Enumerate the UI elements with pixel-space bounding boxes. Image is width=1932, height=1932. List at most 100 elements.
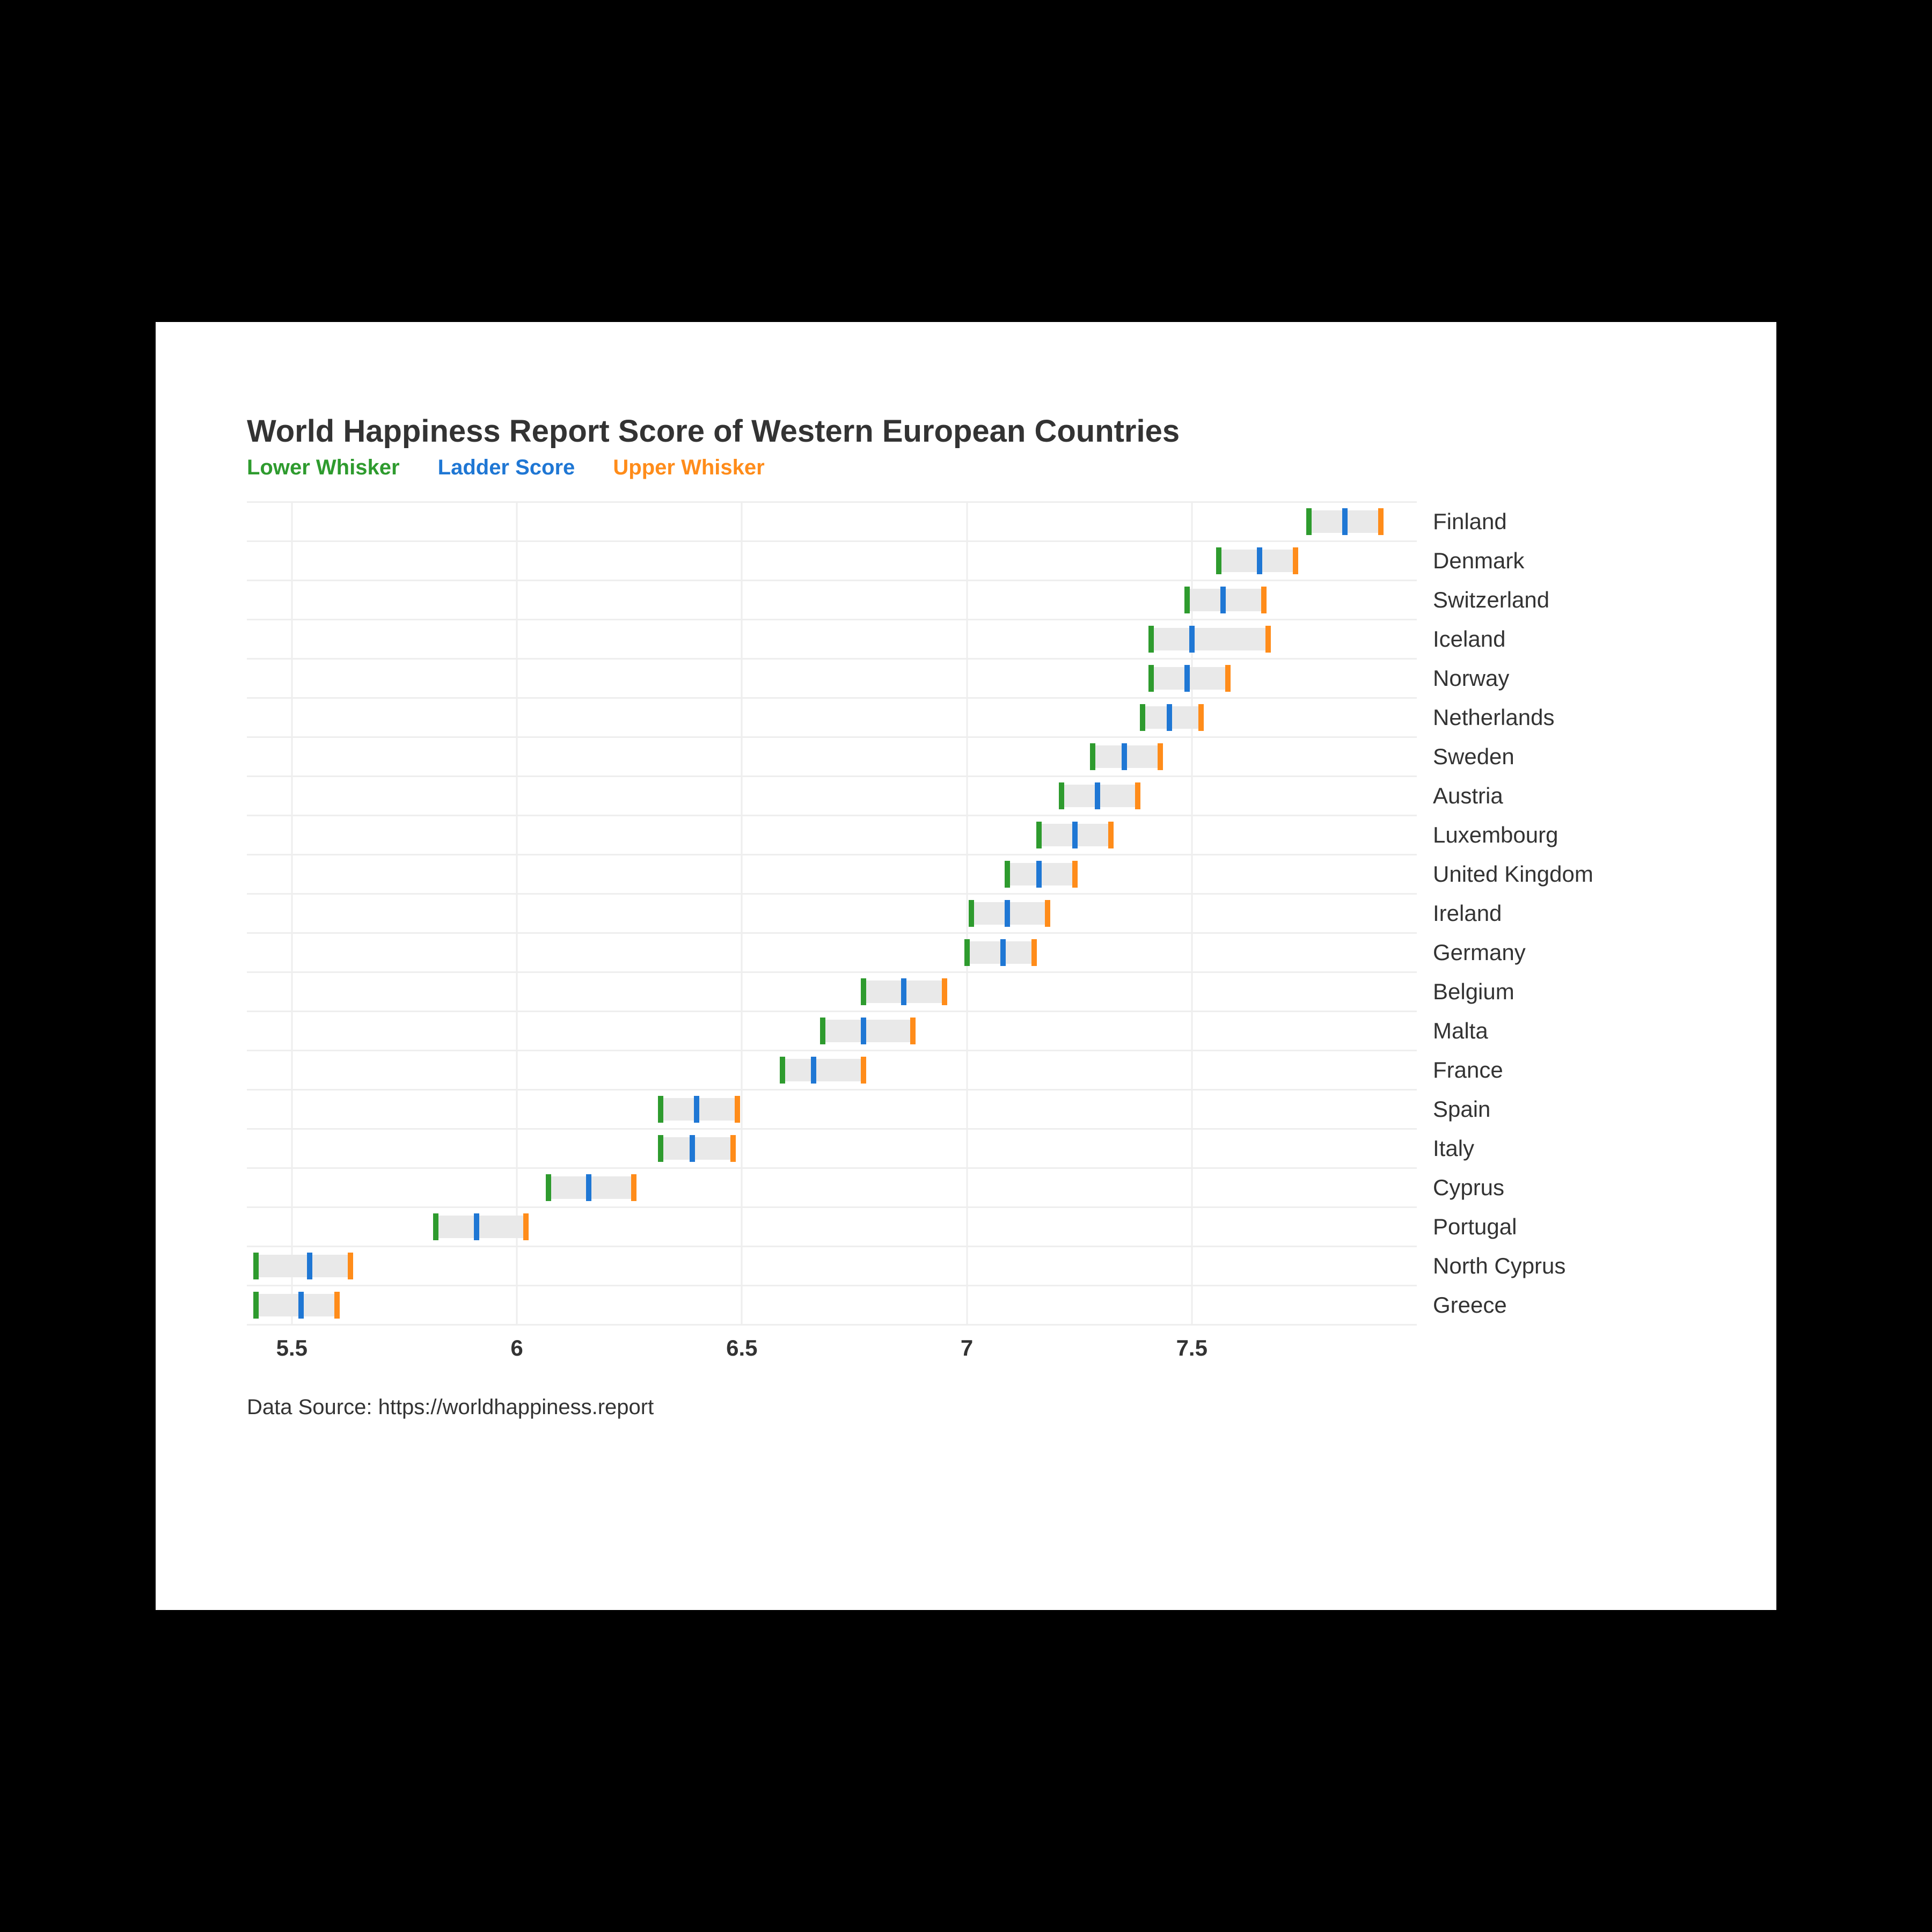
ladder-tick	[1220, 587, 1226, 613]
country-label: Cyprus	[1433, 1175, 1504, 1201]
data-row: Spain	[247, 1089, 1417, 1128]
range-bar	[436, 1216, 526, 1238]
data-row: Austria	[247, 775, 1417, 815]
lower-tick	[1059, 782, 1064, 809]
upper-tick	[730, 1135, 736, 1162]
range-bar	[256, 1255, 350, 1277]
lower-tick	[1090, 743, 1095, 770]
upper-tick	[1135, 782, 1140, 809]
lower-tick	[433, 1213, 438, 1240]
x-tick-label: 7.5	[1176, 1335, 1208, 1361]
upper-tick	[1158, 743, 1163, 770]
x-tick-label: 5.5	[276, 1335, 308, 1361]
page-card: World Happiness Report Score of Western …	[156, 322, 1776, 1610]
ladder-tick	[1000, 939, 1006, 966]
country-label: North Cyprus	[1433, 1253, 1565, 1279]
upper-tick	[1265, 626, 1271, 653]
upper-tick	[1072, 861, 1078, 888]
country-label: France	[1433, 1057, 1503, 1083]
country-label: Malta	[1433, 1018, 1488, 1044]
lower-tick	[1148, 665, 1154, 692]
x-tick-label: 6.5	[726, 1335, 757, 1361]
data-row: Sweden	[247, 736, 1417, 775]
country-label: Finland	[1433, 509, 1507, 535]
data-row: Norway	[247, 658, 1417, 697]
country-label: Norway	[1433, 665, 1509, 691]
upper-tick	[1108, 822, 1114, 848]
upper-tick	[1031, 939, 1037, 966]
upper-tick	[1293, 547, 1298, 574]
x-axis: 5.5 6 6.5 7 7.5	[247, 1326, 1417, 1358]
data-row: North Cyprus	[247, 1246, 1417, 1285]
country-label: Portugal	[1433, 1214, 1517, 1240]
data-row: United Kingdom	[247, 854, 1417, 893]
chart-container: World Happiness Report Score of Western …	[247, 413, 1685, 1519]
x-tick-label: 6	[510, 1335, 523, 1361]
country-label: Iceland	[1433, 626, 1505, 652]
ladder-tick	[694, 1096, 699, 1123]
country-label: Italy	[1433, 1136, 1474, 1161]
lower-tick	[1184, 587, 1190, 613]
ladder-tick	[1036, 861, 1042, 888]
upper-tick	[348, 1253, 353, 1279]
range-bar	[823, 1020, 913, 1042]
upper-tick	[1261, 587, 1267, 613]
country-label: United Kingdom	[1433, 861, 1593, 887]
lower-tick	[820, 1018, 825, 1044]
ladder-tick	[1342, 508, 1348, 535]
legend-ladder: Ladder Score	[438, 456, 575, 479]
range-bar	[256, 1294, 337, 1316]
data-row: Ireland	[247, 893, 1417, 932]
data-row: Greece	[247, 1285, 1417, 1326]
data-row: Italy	[247, 1128, 1417, 1167]
data-row: Malta	[247, 1011, 1417, 1050]
plot-area: FinlandDenmarkSwitzerlandIcelandNorwayNe…	[247, 501, 1685, 1358]
ladder-tick	[1189, 626, 1195, 653]
country-label: Germany	[1433, 940, 1526, 965]
country-label: Sweden	[1433, 744, 1514, 770]
lower-tick	[1148, 626, 1154, 653]
upper-tick	[523, 1213, 529, 1240]
ladder-tick	[1072, 822, 1078, 848]
ladder-tick	[307, 1253, 312, 1279]
ladder-tick	[811, 1057, 816, 1084]
ladder-tick	[474, 1213, 479, 1240]
country-label: Spain	[1433, 1096, 1490, 1122]
ladder-tick	[1095, 782, 1100, 809]
upper-tick	[1045, 900, 1050, 927]
upper-tick	[334, 1292, 340, 1319]
lower-tick	[861, 978, 866, 1005]
upper-tick	[861, 1057, 866, 1084]
country-label: Greece	[1433, 1292, 1507, 1318]
x-tick-label: 7	[961, 1335, 973, 1361]
data-row: Iceland	[247, 619, 1417, 658]
data-row: Denmark	[247, 540, 1417, 580]
lower-tick	[964, 939, 970, 966]
data-row: Netherlands	[247, 697, 1417, 736]
legend-lower: Lower Whisker	[247, 456, 400, 479]
lower-tick	[780, 1057, 785, 1084]
ladder-tick	[1257, 547, 1262, 574]
data-row: Luxembourg	[247, 815, 1417, 854]
country-label: Netherlands	[1433, 705, 1554, 730]
country-label: Belgium	[1433, 979, 1514, 1005]
lower-tick	[658, 1096, 663, 1123]
data-row: Belgium	[247, 971, 1417, 1011]
lower-tick	[1140, 704, 1145, 731]
country-label: Ireland	[1433, 901, 1502, 926]
lower-tick	[253, 1292, 259, 1319]
country-label: Denmark	[1433, 548, 1524, 574]
lower-tick	[969, 900, 974, 927]
chart-title: World Happiness Report Score of Western …	[247, 413, 1685, 449]
range-bar	[1151, 628, 1268, 650]
ladder-tick	[690, 1135, 695, 1162]
ladder-tick	[861, 1018, 866, 1044]
ladder-tick	[298, 1292, 304, 1319]
data-source: Data Source: https://worldhappiness.repo…	[247, 1395, 1685, 1419]
lower-tick	[658, 1135, 663, 1162]
upper-tick	[735, 1096, 740, 1123]
ladder-tick	[901, 978, 906, 1005]
upper-tick	[631, 1174, 636, 1201]
lower-tick	[1005, 861, 1010, 888]
upper-tick	[910, 1018, 916, 1044]
